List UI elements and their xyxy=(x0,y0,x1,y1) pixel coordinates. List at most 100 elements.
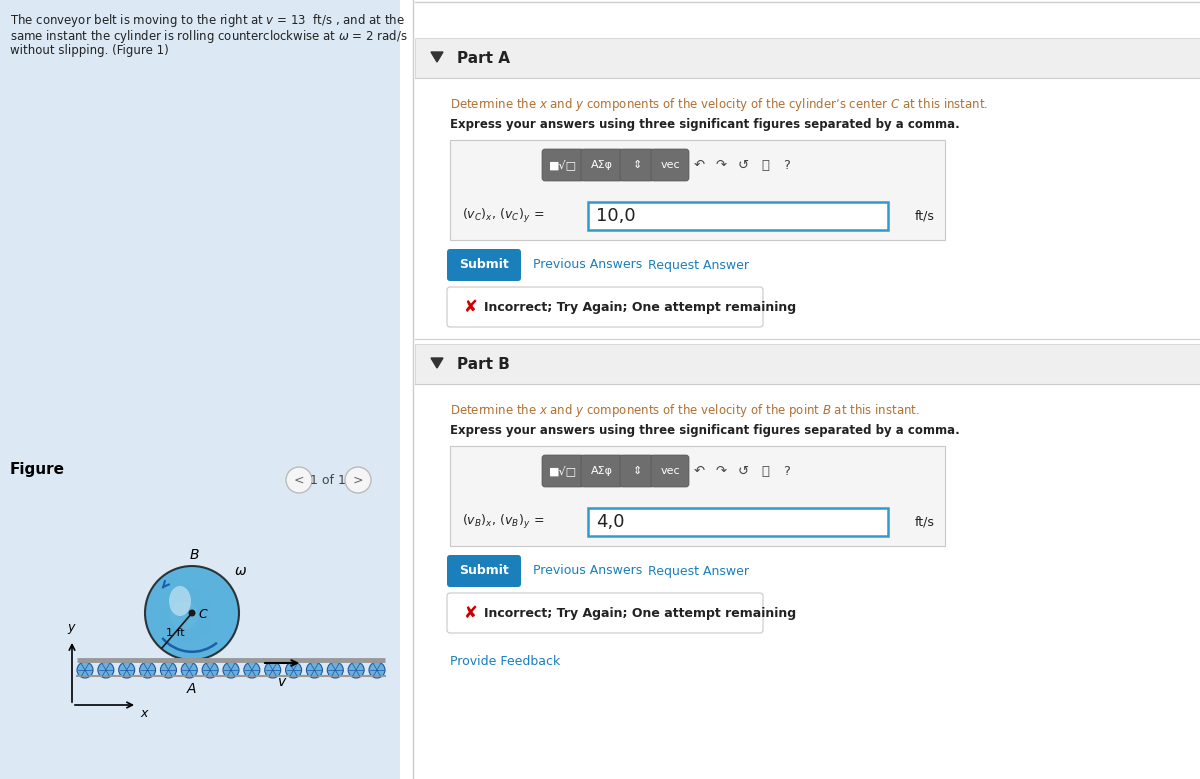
Circle shape xyxy=(202,662,218,678)
Circle shape xyxy=(181,662,197,678)
Text: AΣφ: AΣφ xyxy=(592,160,613,170)
Text: Provide Feedback: Provide Feedback xyxy=(450,655,560,668)
Text: Express your answers using three significant figures separated by a comma.: Express your answers using three signifi… xyxy=(450,118,960,131)
FancyBboxPatch shape xyxy=(581,455,623,487)
Ellipse shape xyxy=(169,586,191,616)
Circle shape xyxy=(370,662,385,678)
FancyBboxPatch shape xyxy=(542,455,584,487)
Ellipse shape xyxy=(145,566,239,660)
Text: ↶: ↶ xyxy=(694,158,704,171)
Bar xyxy=(0,0,400,779)
Circle shape xyxy=(286,662,301,678)
FancyBboxPatch shape xyxy=(581,149,623,181)
Text: $C$: $C$ xyxy=(198,608,209,622)
Circle shape xyxy=(139,662,156,678)
Text: ✘: ✘ xyxy=(464,604,478,622)
Text: $(v_B)_x,\,(v_B)_y\,=$: $(v_B)_x,\,(v_B)_y\,=$ xyxy=(462,513,545,531)
Text: 1 ft: 1 ft xyxy=(166,628,185,638)
FancyBboxPatch shape xyxy=(650,149,689,181)
Text: ↺: ↺ xyxy=(738,158,749,171)
Text: ft/s: ft/s xyxy=(916,516,935,528)
Text: Determine the $x$ and $y$ components of the velocity of the point $B$ at this in: Determine the $x$ and $y$ components of … xyxy=(450,402,920,419)
Text: AΣφ: AΣφ xyxy=(592,466,613,476)
Text: The conveyor belt is moving to the right at $v$ = 13  ft/s , and at the: The conveyor belt is moving to the right… xyxy=(10,12,404,29)
Text: Figure: Figure xyxy=(10,462,65,477)
FancyBboxPatch shape xyxy=(542,149,584,181)
Circle shape xyxy=(188,609,196,616)
Circle shape xyxy=(286,467,312,493)
Circle shape xyxy=(223,662,239,678)
Text: ↶: ↶ xyxy=(694,464,704,478)
Polygon shape xyxy=(431,52,443,62)
Text: Previous Answers: Previous Answers xyxy=(533,259,642,272)
Text: ✘: ✘ xyxy=(464,298,478,316)
Text: without slipping. (Figure 1): without slipping. (Figure 1) xyxy=(10,44,169,57)
FancyBboxPatch shape xyxy=(620,455,654,487)
Text: $(v_C)_x,\,(v_C)_y\,=$: $(v_C)_x,\,(v_C)_y\,=$ xyxy=(462,207,545,225)
Text: Previous Answers: Previous Answers xyxy=(533,565,642,577)
Text: same instant the cylinder is rolling counterclockwise at $\omega$ = 2 rad/s: same instant the cylinder is rolling cou… xyxy=(10,28,408,45)
Ellipse shape xyxy=(170,601,198,629)
Bar xyxy=(588,508,888,536)
Circle shape xyxy=(265,662,281,678)
Text: ↺: ↺ xyxy=(738,464,749,478)
Text: ⇕: ⇕ xyxy=(632,466,642,476)
Bar xyxy=(450,140,946,240)
Circle shape xyxy=(348,662,364,678)
FancyBboxPatch shape xyxy=(446,287,763,327)
Text: Determine the $x$ and $y$ components of the velocity of the cylinder’s center $C: Determine the $x$ and $y$ components of … xyxy=(450,96,989,113)
Circle shape xyxy=(98,662,114,678)
FancyBboxPatch shape xyxy=(650,455,689,487)
Circle shape xyxy=(244,662,260,678)
Text: Express your answers using three significant figures separated by a comma.: Express your answers using three signifi… xyxy=(450,424,960,437)
Text: ↷: ↷ xyxy=(715,464,726,478)
Bar xyxy=(450,446,946,546)
Text: 4,0: 4,0 xyxy=(596,513,624,531)
Text: Incorrect; Try Again; One attempt remaining: Incorrect; Try Again; One attempt remain… xyxy=(484,607,796,619)
Text: vec: vec xyxy=(660,160,680,170)
Text: $y$: $y$ xyxy=(67,622,77,636)
Text: Part B: Part B xyxy=(457,357,510,372)
Text: Request Answer: Request Answer xyxy=(648,259,749,272)
Circle shape xyxy=(145,566,239,660)
Circle shape xyxy=(306,662,323,678)
Circle shape xyxy=(161,662,176,678)
Text: ■√□: ■√□ xyxy=(548,466,577,477)
Text: ⇕: ⇕ xyxy=(632,160,642,170)
Text: ft/s: ft/s xyxy=(916,210,935,223)
Text: ⎕: ⎕ xyxy=(761,158,769,171)
Circle shape xyxy=(346,467,371,493)
Text: >: > xyxy=(353,474,364,487)
Text: Submit: Submit xyxy=(460,565,509,577)
Text: $v$: $v$ xyxy=(277,675,287,689)
FancyBboxPatch shape xyxy=(446,249,521,281)
Circle shape xyxy=(77,662,94,678)
Circle shape xyxy=(328,662,343,678)
Bar xyxy=(588,202,888,230)
Text: ↷: ↷ xyxy=(715,158,726,171)
Text: 10,0: 10,0 xyxy=(596,207,636,225)
Polygon shape xyxy=(431,358,443,368)
Text: Incorrect; Try Again; One attempt remaining: Incorrect; Try Again; One attempt remain… xyxy=(484,301,796,313)
Text: Part A: Part A xyxy=(457,51,510,65)
Text: 1 of 1: 1 of 1 xyxy=(310,474,346,487)
Bar xyxy=(415,38,1200,78)
Text: $A$: $A$ xyxy=(186,682,198,696)
Text: Request Answer: Request Answer xyxy=(648,565,749,577)
Bar xyxy=(415,344,1200,384)
Text: ?: ? xyxy=(784,158,791,171)
Text: <: < xyxy=(294,474,305,487)
Text: $B$: $B$ xyxy=(188,548,199,562)
FancyBboxPatch shape xyxy=(620,149,654,181)
Bar xyxy=(415,0,1200,779)
Text: ■√□: ■√□ xyxy=(548,160,577,171)
Circle shape xyxy=(119,662,134,678)
FancyBboxPatch shape xyxy=(446,593,763,633)
Text: ⎕: ⎕ xyxy=(761,464,769,478)
Text: vec: vec xyxy=(660,466,680,476)
Ellipse shape xyxy=(158,587,215,643)
Text: $\omega$: $\omega$ xyxy=(234,564,247,578)
Text: $x$: $x$ xyxy=(140,707,150,720)
FancyBboxPatch shape xyxy=(446,555,521,587)
Text: ?: ? xyxy=(784,464,791,478)
